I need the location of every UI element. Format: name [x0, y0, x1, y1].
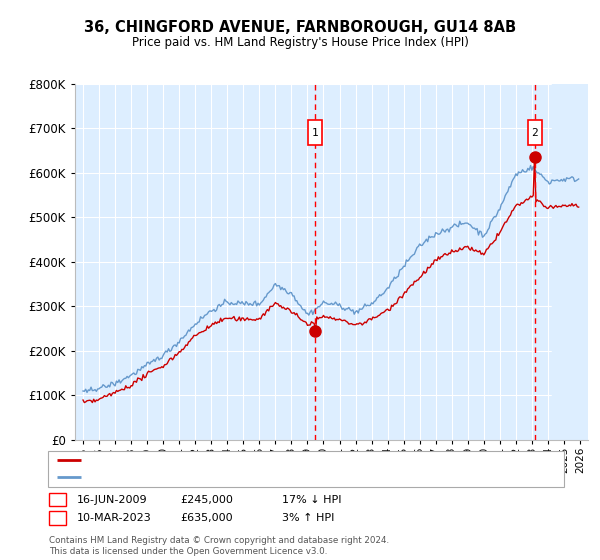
Text: £245,000: £245,000: [180, 494, 233, 505]
Text: Price paid vs. HM Land Registry's House Price Index (HPI): Price paid vs. HM Land Registry's House …: [131, 36, 469, 49]
Text: 2: 2: [54, 513, 61, 523]
FancyBboxPatch shape: [528, 120, 542, 146]
Bar: [552, 84, 588, 440]
Text: 2: 2: [532, 128, 538, 138]
FancyBboxPatch shape: [308, 120, 322, 146]
Text: Contains HM Land Registry data © Crown copyright and database right 2024.
This d: Contains HM Land Registry data © Crown c…: [49, 536, 389, 556]
Text: 36, CHINGFORD AVENUE, FARNBOROUGH, GU14 8AB (detached house): 36, CHINGFORD AVENUE, FARNBOROUGH, GU14 …: [87, 455, 476, 465]
Text: 1: 1: [311, 128, 318, 138]
Text: 3% ↑ HPI: 3% ↑ HPI: [282, 513, 334, 523]
Text: 16-JUN-2009: 16-JUN-2009: [77, 494, 148, 505]
Text: HPI: Average price, detached house, Rushmoor: HPI: Average price, detached house, Rush…: [87, 472, 344, 482]
Text: 36, CHINGFORD AVENUE, FARNBOROUGH, GU14 8AB: 36, CHINGFORD AVENUE, FARNBOROUGH, GU14 …: [84, 20, 516, 35]
Text: 10-MAR-2023: 10-MAR-2023: [77, 513, 152, 523]
Text: 1: 1: [54, 494, 61, 505]
Text: £635,000: £635,000: [180, 513, 233, 523]
Text: 17% ↓ HPI: 17% ↓ HPI: [282, 494, 341, 505]
